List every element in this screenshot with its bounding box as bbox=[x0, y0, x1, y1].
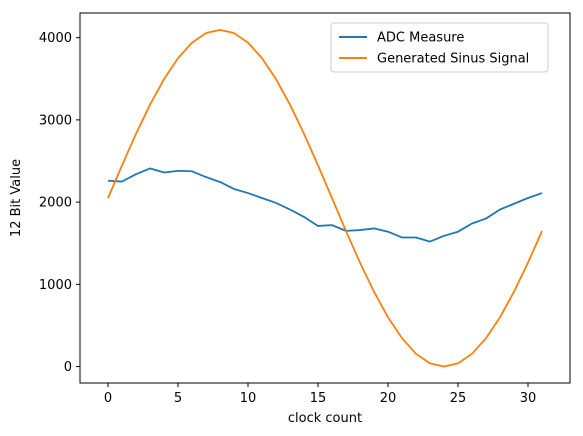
y-axis-ticks: 0 1000 2000 3000 4000 bbox=[39, 31, 80, 375]
y-tick-label: 0 bbox=[64, 360, 72, 375]
series-line-adc-measure bbox=[107, 167, 543, 243]
plot-frame bbox=[79, 12, 571, 384]
series-line-generated-sinus-signal bbox=[107, 28, 543, 368]
legend-box bbox=[330, 22, 549, 73]
x-tick-label: 20 bbox=[380, 391, 397, 406]
legend-label-generated-sinus-signal: Generated Sinus Signal bbox=[377, 52, 529, 67]
series-layer bbox=[107, 28, 543, 368]
x-tick-label: 0 bbox=[104, 391, 112, 406]
y-tick-label: 1000 bbox=[39, 278, 72, 293]
y-tick-label: 4000 bbox=[39, 31, 72, 46]
legend-label-adc-measure: ADC Measure bbox=[377, 31, 464, 46]
x-tick-label: 5 bbox=[174, 391, 182, 406]
y-axis-label: 12 Bit Value bbox=[9, 159, 24, 237]
x-tick-label: 10 bbox=[240, 391, 257, 406]
x-tick-label: 30 bbox=[520, 391, 537, 406]
y-tick-label: 2000 bbox=[39, 196, 72, 211]
y-tick-label: 3000 bbox=[39, 113, 72, 128]
legend: ADC Measure Generated Sinus Signal bbox=[330, 22, 549, 73]
x-tick-label: 25 bbox=[450, 391, 467, 406]
x-axis-label: clock count bbox=[288, 411, 362, 426]
x-tick-label: 15 bbox=[310, 391, 327, 406]
x-axis-ticks: 0 5 10 15 20 25 30 bbox=[104, 383, 536, 406]
